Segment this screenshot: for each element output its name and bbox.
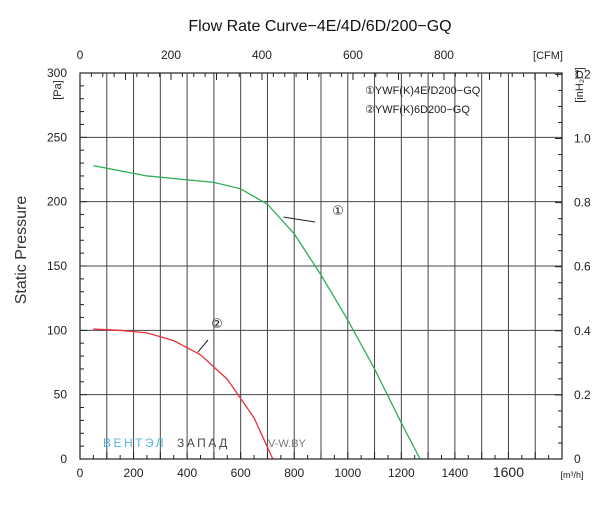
series-callout-label-2: ②	[211, 316, 223, 331]
x-tick-label: 600	[231, 466, 251, 480]
top-tick-label: 0	[77, 48, 84, 62]
right-tick-label: 0	[574, 452, 581, 466]
top-tick-label: 400	[252, 48, 272, 62]
legend-entry-2: ②YWF(K)6D200−GQ	[365, 104, 470, 116]
right-tick-label: 1.2	[574, 67, 591, 81]
y-tick-label: 0	[60, 452, 67, 466]
right-tick-label: 0.2	[574, 388, 591, 402]
series-line-2	[93, 328, 274, 460]
right-tick-label: 1.0	[574, 132, 591, 146]
watermark: ВЕНТЭЛ ЗАПАД V-W.BY	[103, 436, 307, 450]
legend: ①YWF(K)4E/D200−GQ ②YWF(K)6D200−GQ	[365, 85, 481, 116]
x-tick-label: 1200	[388, 466, 415, 480]
axis-ticks	[79, 72, 563, 460]
series-callout-line-2	[197, 339, 209, 353]
right-tick-label: 0.6	[574, 260, 591, 274]
top-tick-label: 800	[434, 48, 454, 62]
x-tick-label: 0	[77, 466, 84, 480]
series-callout-line-1	[283, 216, 316, 223]
x-tick-label: 400	[177, 466, 197, 480]
right-tick-label: 0.8	[574, 196, 591, 210]
x-tick-label: 1400	[442, 466, 469, 480]
axis-tick-labels: 0 200 400 600 800 1000 1200 1400 1600 0 50 100 150 20…	[47, 48, 591, 480]
grid-lines	[80, 73, 562, 459]
watermark-part-1: ВЕНТЭЛ	[103, 436, 166, 450]
series-layer: ①②	[93, 165, 421, 460]
x-axis-unit: [m³/h]	[560, 470, 583, 480]
top-tick-label: 600	[343, 48, 363, 62]
y-tick-label: 150	[47, 259, 67, 273]
top-tick-label: 200	[161, 48, 181, 62]
right-tick-label: 0.4	[574, 324, 591, 338]
top-axis-unit: [CFM]	[533, 50, 563, 62]
x-tick-label: 200	[124, 466, 144, 480]
y-tick-label: 50	[54, 388, 68, 402]
x-tick-label: 1000	[334, 466, 361, 480]
chart-title: Flow Rate Curve−4E/4D/6D/200−GQ	[188, 18, 451, 35]
y-tick-label: 250	[47, 130, 67, 144]
y-tick-label: 200	[47, 195, 67, 209]
y-tick-label: 300	[47, 66, 67, 80]
legend-entry-1: ①YWF(K)4E/D200−GQ	[365, 85, 481, 97]
y-axis-label: Static Pressure	[13, 196, 30, 305]
x-tick-label: 1600	[493, 464, 524, 480]
series-callout-label-1: ①	[332, 203, 344, 218]
y-tick-label: 100	[47, 323, 67, 337]
y-axis-unit: [Pa]	[52, 80, 64, 100]
x-tick-label: 800	[284, 466, 304, 480]
watermark-part-2: ЗАПАД	[177, 436, 230, 450]
watermark-part-3: V-W.BY	[268, 438, 307, 450]
right-axis-unit: [inH₂O]	[574, 67, 586, 102]
series-line-1	[93, 165, 421, 460]
